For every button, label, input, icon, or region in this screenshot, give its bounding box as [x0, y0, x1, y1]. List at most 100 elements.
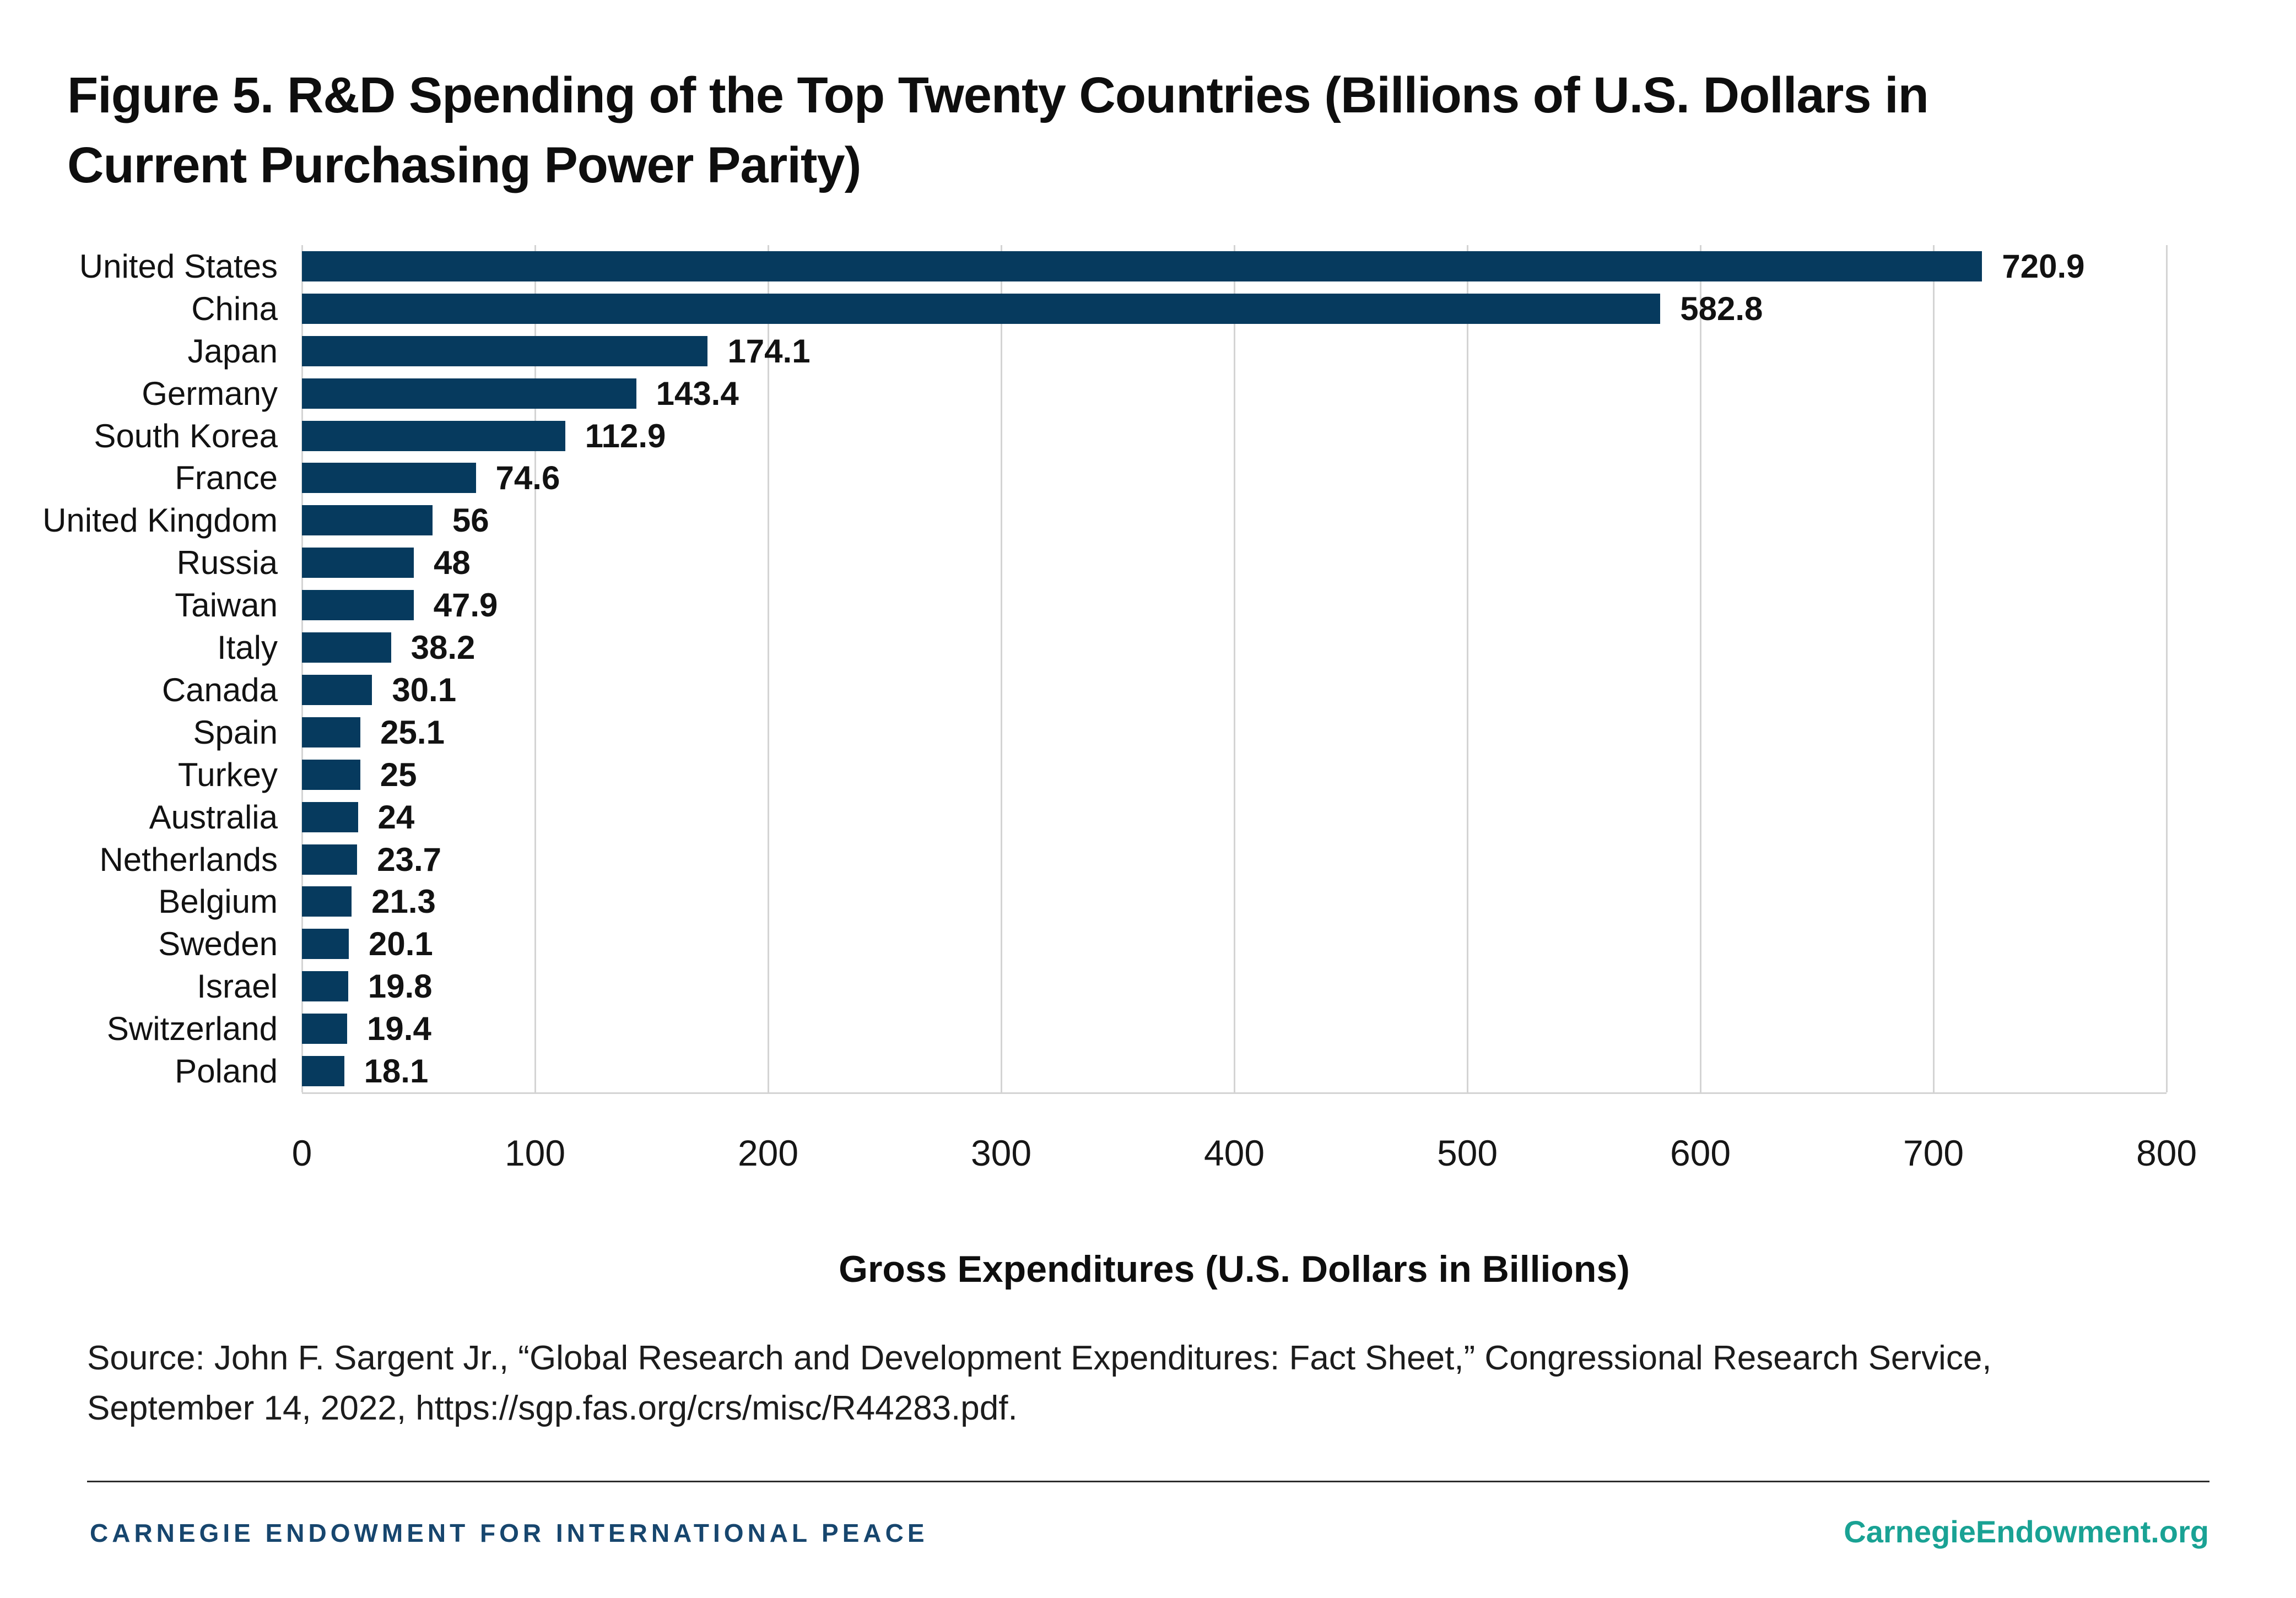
grid-line: [534, 245, 536, 1092]
country-label: France: [175, 459, 278, 497]
x-tick-label: 0: [291, 1133, 312, 1173]
bar-row: Australia 24: [0, 796, 2167, 838]
value-label: 38.2: [410, 629, 476, 667]
x-tick-label: 100: [504, 1133, 566, 1173]
bar-row: Turkey 25: [0, 754, 2167, 796]
grid-line: [1466, 245, 1468, 1092]
value-label: 582.8: [1680, 290, 1763, 327]
grid-line: [1699, 245, 1701, 1092]
value-label: 25.1: [380, 713, 445, 751]
bar-row: South Korea 112.9: [0, 415, 2167, 457]
bar: [302, 420, 565, 451]
country-label: South Korea: [94, 417, 278, 454]
bar-row: Switzerland 19.4: [0, 1007, 2167, 1050]
bar: [302, 463, 476, 494]
bar: [302, 886, 352, 917]
x-tick-label: 700: [1903, 1133, 1964, 1173]
value-label: 74.6: [495, 459, 560, 497]
country-label: Russia: [176, 544, 278, 582]
bar-row: Netherlands 23.7: [0, 838, 2167, 881]
bar-row: Russia 48: [0, 541, 2167, 584]
country-label: Netherlands: [99, 841, 278, 878]
value-label: 48: [434, 544, 471, 582]
bar: [302, 632, 391, 663]
bar-row: United States 720.9: [0, 245, 2167, 288]
country-label: United Kingdom: [42, 502, 278, 539]
bar-row: Sweden 20.1: [0, 923, 2167, 965]
country-label: Italy: [217, 629, 278, 667]
plot-area: United States 720.9 China 582.8 Japan 174.1 Ge…: [42, 245, 2168, 1094]
bar-row: Canada 30.1: [0, 669, 2167, 711]
country-label: Poland: [175, 1053, 278, 1090]
value-label: 20.1: [369, 925, 433, 963]
country-label: Switzerland: [106, 1010, 278, 1048]
country-label: Belgium: [158, 883, 278, 920]
country-label: Turkey: [177, 756, 278, 793]
figure-title-line2: Current Purchasing Power Parity): [67, 137, 861, 193]
bar: [302, 293, 1661, 324]
grid-line: [1000, 245, 1002, 1092]
country-label: Sweden: [158, 925, 278, 963]
bar-row: Italy 38.2: [0, 626, 2167, 669]
bar: [302, 1014, 348, 1044]
x-tick-label: 800: [2136, 1133, 2197, 1173]
grid-line: [767, 245, 769, 1092]
value-label: 47.9: [433, 587, 498, 624]
value-label: 18.1: [364, 1053, 429, 1090]
value-label: 19.8: [368, 968, 433, 1005]
value-label: 25: [380, 756, 417, 793]
bar: [302, 801, 358, 832]
bar-row: Poland 18.1: [0, 1050, 2167, 1092]
grid-line: [1932, 245, 1935, 1092]
grid-line: [2165, 245, 2168, 1092]
source-note: Source: John F. Sargent Jr., “Global Res…: [87, 1333, 1992, 1433]
country-label: Taiwan: [175, 587, 278, 624]
footer-site-link[interactable]: CarnegieEndowment.org: [1844, 1514, 2209, 1549]
grid-line: [1233, 245, 1235, 1092]
x-tick-label: 400: [1203, 1133, 1265, 1173]
bar: [302, 929, 349, 960]
value-label: 23.7: [377, 841, 442, 878]
country-label: Australia: [149, 798, 278, 836]
bar-row: China 582.8: [0, 288, 2167, 330]
bar: [302, 335, 708, 366]
bar: [302, 717, 361, 747]
x-axis-title: Gross Expenditures (U.S. Dollars in Bill…: [839, 1248, 1630, 1290]
bar: [302, 1056, 344, 1087]
bar: [302, 759, 360, 790]
country-label: Canada: [161, 671, 278, 708]
bar: [302, 674, 372, 705]
country-label: Japan: [187, 332, 278, 370]
bar-row: Taiwan 47.9: [0, 584, 2167, 626]
x-axis-ticks: 0 100 200 300 400 500 600 700 800: [292, 1092, 2197, 1180]
x-tick-label: 600: [1670, 1133, 1731, 1173]
bar: [302, 251, 1982, 281]
figure-title-line1: Figure 5. R&D Spending of the Top Twenty…: [67, 67, 1929, 123]
figure-title: Figure 5. R&D Spending of the Top Twenty…: [67, 61, 1929, 201]
bar-row: United Kingdom 56: [0, 499, 2167, 541]
value-label: 30.1: [392, 671, 457, 708]
value-label: 19.4: [367, 1010, 431, 1048]
bar: [302, 590, 414, 621]
value-label: 24: [377, 798, 415, 836]
bar-row: Israel 19.8: [0, 965, 2167, 1007]
country-label: Israel: [197, 968, 278, 1005]
bar: [302, 971, 348, 1002]
x-tick-label: 200: [737, 1133, 799, 1173]
value-label: 143.4: [656, 375, 739, 412]
country-label: United States: [79, 247, 278, 285]
value-label: 720.9: [2002, 247, 2085, 285]
value-label: 56: [452, 502, 489, 539]
source-note-line1: Source: John F. Sargent Jr., “Global Res…: [87, 1339, 1992, 1377]
bar-row: France 74.6: [0, 457, 2167, 500]
country-label: Spain: [193, 713, 278, 751]
value-label: 174.1: [727, 332, 811, 370]
x-tick-label: 300: [970, 1133, 1032, 1173]
grid-line: [301, 245, 303, 1092]
bar: [302, 548, 414, 578]
x-tick-label: 500: [1436, 1133, 1498, 1173]
bar: [302, 378, 636, 409]
country-label: China: [191, 290, 278, 327]
footer-divider: [87, 1481, 2209, 1482]
